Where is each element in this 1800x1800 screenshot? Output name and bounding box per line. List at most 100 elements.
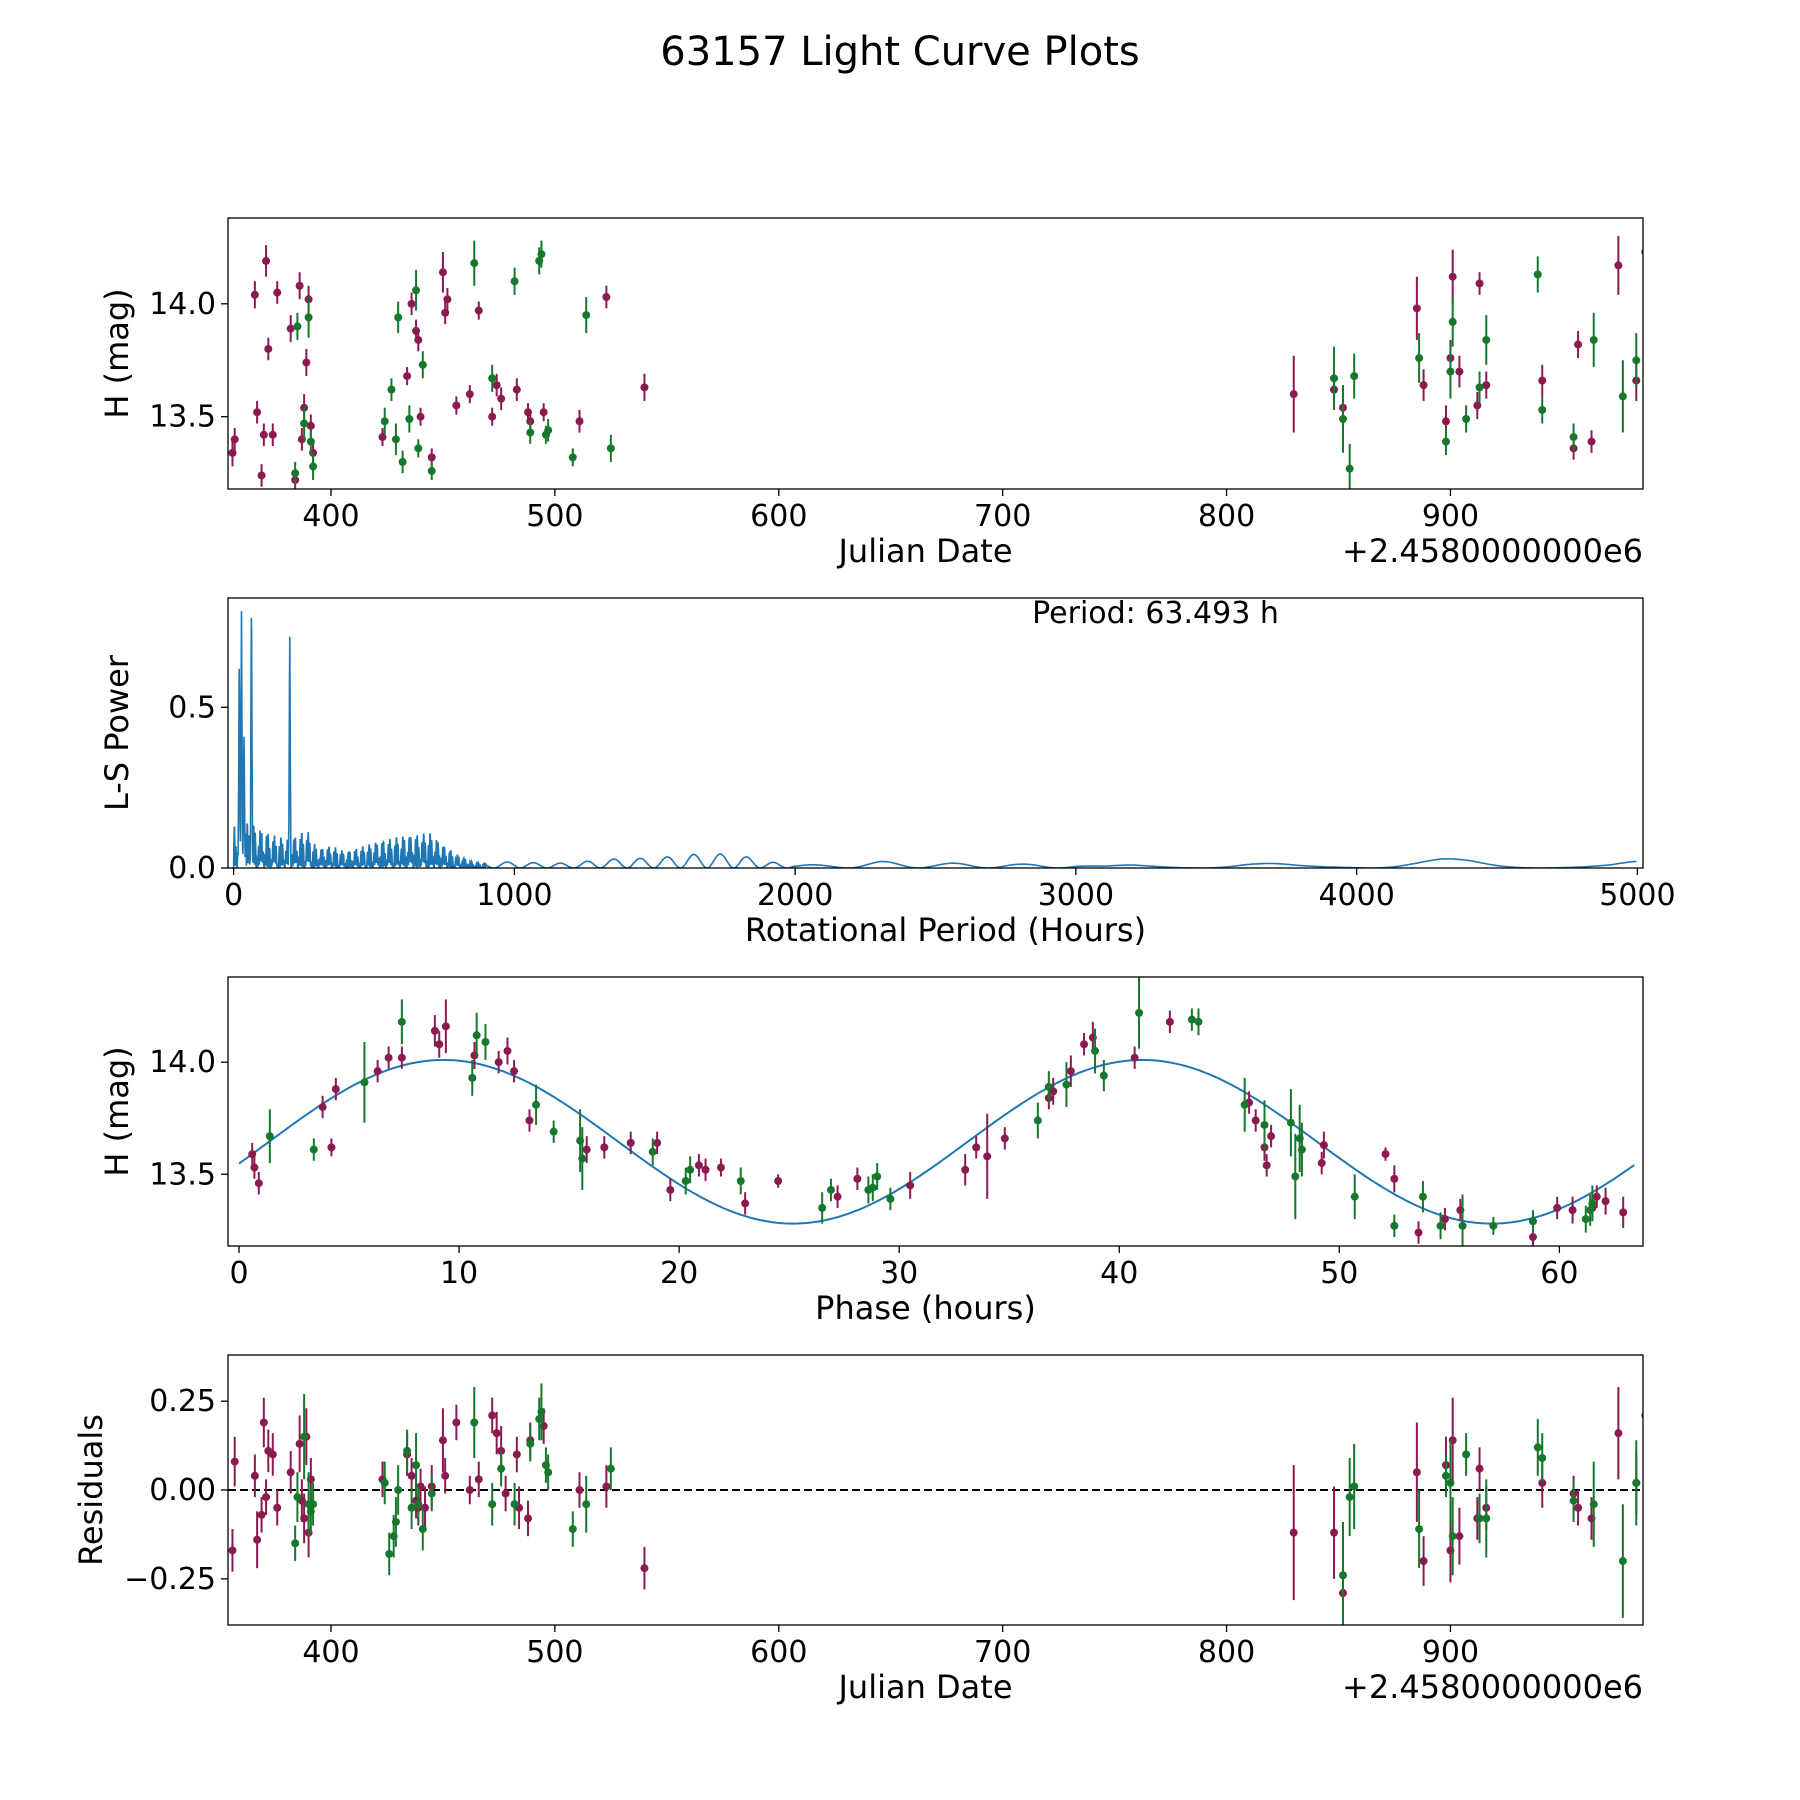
marker xyxy=(1618,392,1627,401)
magenta-data-point xyxy=(259,1397,268,1448)
x-tick-label: 0 xyxy=(224,878,243,913)
marker xyxy=(1588,1199,1597,1208)
green-data-point xyxy=(488,1482,497,1526)
x-tick-label: 900 xyxy=(1422,499,1479,534)
green-data-point xyxy=(360,1042,369,1123)
marker xyxy=(1418,1192,1427,1201)
green-data-point xyxy=(544,418,553,442)
green-data-point xyxy=(1538,396,1547,424)
marker xyxy=(1350,372,1359,381)
marker xyxy=(268,430,277,439)
marker xyxy=(407,1503,416,1512)
x-tick-label: 40 xyxy=(1100,1256,1138,1291)
marker xyxy=(295,1439,304,1448)
x-tick-label: 5000 xyxy=(1599,878,1675,913)
marker xyxy=(1338,414,1347,423)
x-offset-text: +2.4580000000e6 xyxy=(1342,532,1643,570)
magenta-data-point xyxy=(1587,430,1596,453)
green-data-point xyxy=(1099,1059,1108,1092)
magenta-data-point xyxy=(268,423,277,447)
green-data-point xyxy=(418,351,427,379)
marker xyxy=(1538,405,1547,414)
y-tick-label: 0.25 xyxy=(149,1384,216,1419)
marker xyxy=(1062,1080,1071,1089)
marker xyxy=(257,471,266,480)
marker xyxy=(443,295,452,304)
marker xyxy=(257,1510,266,1519)
marker xyxy=(972,1143,981,1152)
marker xyxy=(1538,1454,1547,1463)
marker xyxy=(1618,1557,1627,1566)
green-data-point xyxy=(385,1532,394,1576)
magenta-data-point xyxy=(602,285,611,309)
green-data-point xyxy=(1589,1461,1598,1547)
marker xyxy=(1482,1514,1491,1523)
marker xyxy=(549,1127,558,1136)
magenta-data-point xyxy=(1414,1221,1423,1244)
y-tick-label: 0.5 xyxy=(168,690,216,725)
marker xyxy=(306,437,315,446)
green-data-point xyxy=(1297,1122,1306,1177)
marker xyxy=(1441,417,1450,426)
marker xyxy=(494,1058,503,1067)
marker xyxy=(1286,1118,1295,1127)
marker xyxy=(1099,1071,1108,1080)
marker xyxy=(394,1486,403,1494)
marker xyxy=(512,1450,521,1459)
marker xyxy=(228,1546,237,1555)
marker xyxy=(886,1194,895,1203)
magenta-data-point xyxy=(1592,1185,1601,1208)
marker xyxy=(427,1489,436,1498)
magenta-data-point xyxy=(1574,330,1583,359)
green-data-point xyxy=(681,1167,690,1195)
marker xyxy=(1345,464,1354,473)
green-data-point xyxy=(414,439,423,458)
x-axis-label: Rotational Period (Hours) xyxy=(745,911,1146,949)
marker xyxy=(414,335,423,344)
green-data-point xyxy=(291,461,300,485)
magenta-data-point xyxy=(1412,276,1421,340)
marker xyxy=(300,419,309,428)
green-data-point xyxy=(510,267,519,295)
marker xyxy=(488,412,497,421)
marker xyxy=(468,1073,477,1082)
marker xyxy=(438,268,447,277)
magenta-data-point xyxy=(488,1397,497,1434)
green-data-point xyxy=(818,1192,827,1224)
marker xyxy=(407,1471,416,1480)
magenta-data-point xyxy=(452,1404,461,1441)
marker xyxy=(385,1549,394,1558)
marker xyxy=(818,1203,827,1212)
marker xyxy=(248,1150,257,1159)
marker xyxy=(472,1031,481,1040)
green-data-point xyxy=(1462,1433,1471,1476)
green-data-point xyxy=(300,1394,309,1480)
marker xyxy=(1330,374,1339,383)
green-data-point xyxy=(537,240,546,268)
marker xyxy=(961,1165,970,1174)
x-tick-label: 900 xyxy=(1422,1635,1479,1670)
magenta-data-point xyxy=(441,301,450,325)
axes-frame xyxy=(227,217,1644,490)
green-data-point xyxy=(1338,1521,1347,1625)
marker xyxy=(868,1183,877,1192)
marker xyxy=(716,1163,725,1172)
green-data-point xyxy=(304,297,313,338)
marker xyxy=(1317,1159,1326,1168)
marker xyxy=(1568,1206,1577,1215)
panel-periodogram: Period: 63.493 h 0 1000 2000 3000 4000 5000 0.0… xyxy=(98,596,1676,949)
magenta-data-point xyxy=(600,1136,609,1159)
marker xyxy=(304,313,313,322)
green-data-point xyxy=(886,1187,895,1211)
marker xyxy=(582,1500,591,1509)
magenta-data-point xyxy=(286,315,295,343)
marker xyxy=(568,453,577,462)
green-data-point xyxy=(1240,1077,1249,1132)
green-data-point xyxy=(1533,1418,1542,1476)
green-data-point xyxy=(1415,333,1424,383)
green-data-point xyxy=(526,1426,535,1462)
marker xyxy=(412,286,421,295)
marker xyxy=(259,430,268,439)
marker xyxy=(1569,1496,1578,1505)
marker xyxy=(398,457,407,466)
